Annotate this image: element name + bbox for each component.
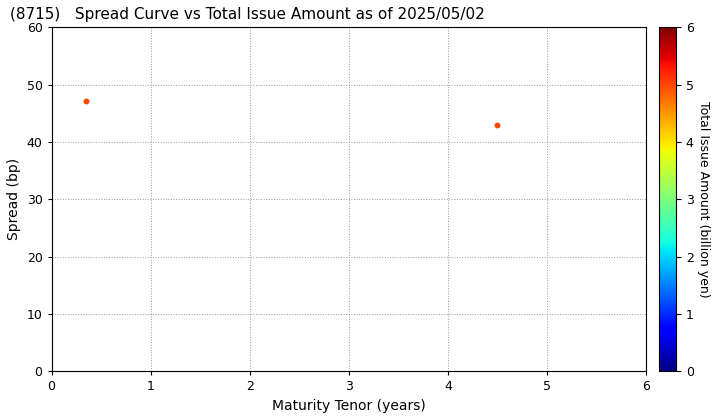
Point xyxy=(81,97,92,104)
Y-axis label: Spread (bp): Spread (bp) xyxy=(7,158,21,240)
Text: (8715)   Spread Curve vs Total Issue Amount as of 2025/05/02: (8715) Spread Curve vs Total Issue Amoun… xyxy=(10,7,485,22)
Point xyxy=(492,121,503,128)
Y-axis label: Total Issue Amount (billion yen): Total Issue Amount (billion yen) xyxy=(698,101,711,298)
X-axis label: Maturity Tenor (years): Maturity Tenor (years) xyxy=(272,399,426,413)
